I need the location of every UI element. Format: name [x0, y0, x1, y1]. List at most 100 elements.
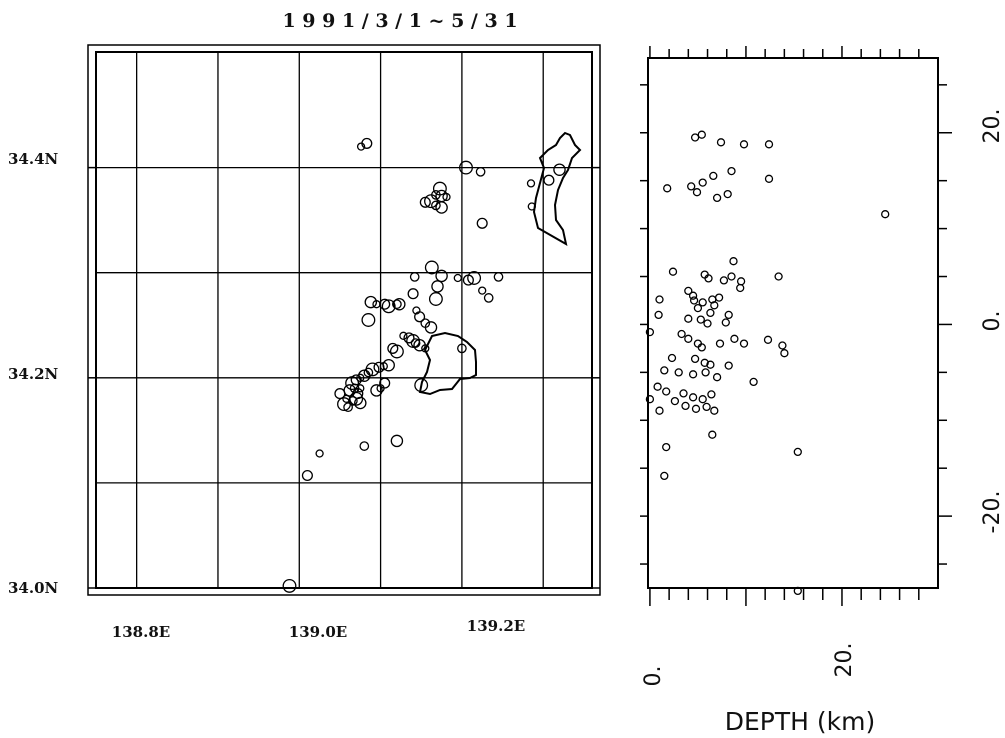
map-hypocenter-point — [475, 166, 486, 177]
depth-hypocenter-point — [688, 393, 698, 402]
depth-axis-label: DEPTH (km) — [725, 707, 875, 736]
map-hypocenter-point — [457, 343, 467, 354]
map-hypocenter-point — [424, 260, 439, 275]
depth-hypocenter-point — [727, 272, 736, 281]
depth-hypocenter-point — [710, 301, 719, 310]
depth-hypocenter-point — [696, 315, 705, 324]
map-hypocenter-point — [359, 441, 370, 451]
map-hypocenter-point — [407, 288, 419, 300]
depth-hypocenter-point — [655, 406, 664, 415]
depth-tick-marks — [640, 46, 952, 606]
map-hypocenters — [282, 137, 566, 593]
map-hypocenter-point — [334, 388, 346, 400]
depth-hypocenter-point — [707, 390, 716, 399]
depth-hypocenter-point — [712, 193, 722, 203]
chart-title: 1 9 9 1 / 3 / 1 ~ 5 / 3 1 — [282, 10, 517, 32]
depth-hypocenter-point — [719, 276, 729, 285]
map-hypocenter-point — [459, 160, 473, 175]
map-hypocenter-point — [390, 434, 404, 448]
depth-hypocenter-point — [698, 298, 707, 307]
map-hypocenter-point — [373, 361, 385, 373]
depth-hypocenter-point — [793, 586, 802, 596]
section-tick-label-20: 20. — [980, 109, 1005, 144]
depth-hypocenter-point — [700, 358, 709, 367]
section-tick-label-0: 0. — [980, 311, 1005, 332]
map-gridlines — [96, 52, 592, 588]
map-hypocenter-point — [370, 384, 383, 397]
depth-hypocenter-point — [690, 133, 700, 142]
depth-hypocenter-point — [663, 184, 672, 193]
map-hypocenter-point — [392, 299, 402, 310]
depth-hypocenter-point — [702, 402, 711, 412]
x-tick-label-139.2E: 139.2E — [467, 617, 525, 635]
map-panel: 34.4N 34.2N 34.0N 138.8E 139.0E 139.2E — [8, 44, 601, 641]
depth-hypocenter-point — [774, 272, 783, 281]
map-hypocenter-point — [364, 295, 378, 309]
map-hypocenter-point — [543, 174, 555, 186]
depth-hypocenter-point — [749, 377, 758, 387]
map-hypocenter-point — [478, 286, 487, 295]
x-tick-label-138.8E: 138.8E — [112, 623, 170, 641]
map-hypocenter-point — [379, 377, 391, 389]
depth-hypocenter-point — [739, 140, 749, 149]
depth-hypocenter-point — [698, 178, 707, 187]
depth-hypocenter-point — [739, 339, 749, 348]
map-hypocenter-point — [526, 179, 536, 188]
depth-hypocenter-point — [721, 318, 730, 327]
depth-panel: 0. 20. 20. 0. -20. DEPTH (km) — [640, 46, 1005, 736]
depth-hypocenter-point — [727, 166, 736, 176]
depth-hypocenter-point — [736, 277, 746, 286]
depth-hypocenter-point — [706, 360, 715, 369]
map-hypocenter-point — [435, 269, 448, 283]
map-hypocenter-point — [435, 201, 448, 214]
depth-hypocenter-point — [709, 171, 718, 181]
depth-hypocenter-point — [698, 395, 707, 404]
depth-hypocenter-point — [697, 130, 706, 139]
depth-hypocenter-point — [655, 295, 664, 304]
x-tick-label-139.0E: 139.0E — [289, 623, 347, 641]
depth-hypocenter-point — [716, 138, 726, 147]
depth-hypocenter-point — [660, 366, 669, 375]
depth-hypocenter-point — [724, 361, 733, 370]
map-hypocenter-point — [493, 272, 504, 282]
map-hypocenter-point — [315, 449, 324, 458]
map-hypocenter-point — [467, 271, 482, 285]
map-hypocenter-point — [363, 367, 374, 378]
map-hypocenter-point — [428, 292, 443, 306]
depth-hypocenter-point — [691, 404, 701, 413]
depth-hypocenter-point — [763, 335, 773, 344]
depth-hypocenter-point — [687, 182, 696, 191]
section-tick-label-minus20: -20. — [980, 491, 1005, 534]
map-hypocenter-point — [399, 331, 408, 340]
depth-hypocenter-point — [764, 140, 774, 149]
depth-hypocenter-point — [645, 327, 655, 337]
depth-tick-label-20: 20. — [832, 643, 857, 678]
depth-hypocenter-point — [690, 354, 700, 364]
depth-hypocenter-point — [724, 310, 733, 320]
map-inner-frame — [95, 51, 593, 589]
y-tick-label-34.4N: 34.4N — [8, 150, 59, 168]
map-hypocenter-point — [442, 192, 451, 202]
depth-hypocenter-point — [714, 293, 724, 302]
depth-hypocenter-point — [793, 447, 802, 457]
depth-hypocenter-point — [662, 387, 671, 396]
depth-hypocenter-point — [706, 308, 715, 318]
map-hypocenter-point — [483, 293, 494, 303]
depth-hypocenter-point — [764, 174, 774, 183]
depth-hypocenter-point — [704, 274, 713, 283]
map-hypocenter-point — [421, 344, 430, 353]
depth-hypocenter-point — [780, 349, 789, 358]
depth-hypocenter-point — [730, 334, 739, 343]
depth-hypocenter-point — [736, 283, 745, 293]
map-hypocenter-point — [553, 163, 566, 176]
map-hypocenter-point — [431, 280, 444, 293]
map-hypocenter-point — [282, 578, 297, 593]
island-outline-south — [418, 331, 477, 396]
map-hypocenter-point — [387, 342, 399, 354]
depth-hypocenter-point — [688, 370, 698, 379]
map-hypocenter-point — [527, 202, 536, 211]
depth-hypocenters — [645, 130, 890, 596]
depth-hypocenter-point — [662, 442, 671, 452]
depth-hypocenter-point — [688, 291, 698, 300]
